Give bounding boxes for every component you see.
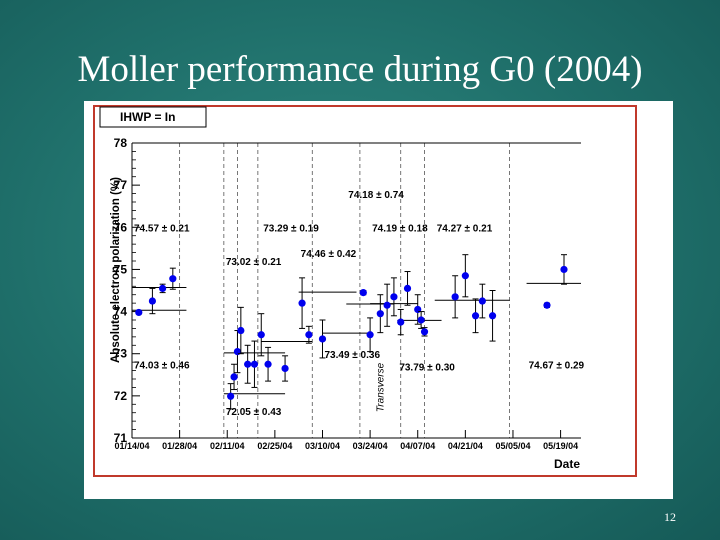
data-point: [376, 310, 384, 318]
x-tick-label: 02/25/04: [257, 441, 292, 451]
average-label: 72.05 ± 0.43: [226, 407, 282, 418]
slide-title: Moller performance during G0 (2004): [77, 49, 643, 90]
x-tick-label: 05/19/04: [543, 441, 578, 451]
data-point: [403, 284, 412, 292]
y-tick-label: 74: [114, 305, 128, 319]
chart-panel: IHWP = In Absolute electron polarization…: [84, 101, 673, 499]
data-point: [159, 284, 167, 292]
data-point: [305, 331, 313, 339]
x-tick-label: 05/05/04: [495, 441, 530, 451]
x-tick-label: 04/07/04: [400, 441, 435, 451]
data-point: [298, 299, 306, 307]
x-tick-label: 01/28/04: [162, 441, 197, 451]
y-tick-label: 75: [114, 262, 128, 276]
transverse-annotation: Transverse: [376, 362, 387, 412]
average-label: 74.19 ± 0.18: [372, 224, 428, 235]
y-tick-label: 72: [114, 389, 128, 403]
data-point: [383, 301, 391, 309]
plot-area: 71 72 73 74 75 76 77 78 01/14/04 01/28/04 02/11/04…: [114, 136, 585, 451]
average-label: 73.49 ± 0.36: [324, 350, 380, 361]
data-point: [451, 293, 459, 301]
data-point: [318, 335, 327, 343]
data-point: [135, 308, 143, 317]
data-point: [359, 289, 367, 297]
average-label: 73.79 ± 0.30: [399, 363, 455, 374]
data-point: [390, 293, 398, 301]
average-label: 74.03 ± 0.46: [134, 360, 190, 371]
data-point: [417, 316, 425, 324]
y-tick-label: 71: [114, 431, 128, 445]
data-point: [250, 360, 259, 368]
data-point: [148, 297, 157, 305]
data-point: [461, 272, 469, 280]
x-axis-label: Date: [554, 457, 580, 471]
average-label: 73.29 ± 0.19: [263, 224, 319, 235]
average-label: 74.57 ± 0.21: [134, 224, 190, 235]
x-tick-label: 01/14/04: [114, 441, 149, 451]
polarization-chart: IHWP = In Absolute electron polarization…: [93, 105, 637, 477]
average-label: 74.67 ± 0.29: [529, 360, 585, 371]
x-tick-label: 03/10/04: [305, 441, 340, 451]
y-axis-label: Absolute electron polarization (%): [110, 177, 122, 363]
average-label: 73.02 ± 0.21: [226, 257, 282, 268]
data-point: [560, 265, 568, 274]
data-point: [478, 297, 486, 305]
y-tick-label: 77: [114, 178, 128, 192]
data-point: [488, 312, 497, 320]
data-point: [366, 331, 374, 339]
average-label: 74.46 ± 0.42: [301, 249, 357, 260]
data-point: [281, 364, 289, 373]
y-tick-label: 73: [114, 347, 128, 361]
data-point: [237, 326, 245, 335]
y-tick-label: 78: [114, 136, 128, 150]
legend-box-text: IHWP = In: [120, 110, 175, 124]
data-point: [420, 328, 429, 336]
y-tick-label: 76: [114, 220, 128, 234]
data-point: [264, 360, 272, 368]
data-point: [471, 312, 480, 320]
data-point: [397, 318, 405, 326]
data-point: [227, 392, 235, 400]
data-point: [230, 373, 238, 381]
x-tick-label: 04/21/04: [448, 441, 483, 451]
x-tick-label: 03/24/04: [353, 441, 388, 451]
data-point: [244, 360, 252, 368]
page-number: 12: [664, 510, 676, 524]
average-label: 74.27 ± 0.21: [437, 224, 493, 235]
data-point: [169, 275, 177, 283]
legend-box: [99, 106, 207, 128]
average-label: 74.18 ± 0.74: [348, 190, 404, 201]
data-point: [257, 331, 265, 339]
x-tick-label: 02/11/04: [210, 441, 245, 451]
data-point: [543, 301, 551, 309]
